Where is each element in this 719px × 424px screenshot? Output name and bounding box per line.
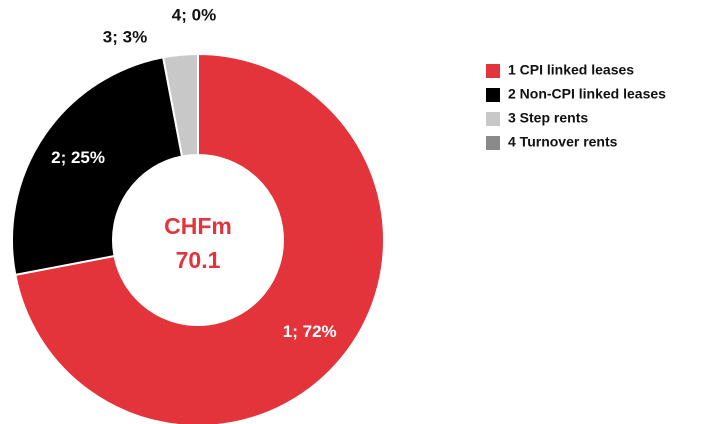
- center-label: CHFm: [164, 213, 232, 239]
- center-value: 70.1: [176, 247, 221, 273]
- value-label: 2; 25%: [51, 148, 105, 167]
- value-label: 1; 72%: [283, 322, 337, 341]
- legend: 1 CPI linked leases 2 Non-CPI linked leas…: [486, 62, 666, 150]
- value-label: 3; 3%: [103, 27, 147, 46]
- legend-label: 4 Turnover rents: [508, 134, 618, 150]
- donut-slice: [14, 52, 385, 424]
- legend-label: 1 CPI linked leases: [508, 62, 634, 78]
- legend-swatch: [486, 136, 500, 150]
- legend-swatch: [486, 88, 500, 102]
- donut-slice: [161, 52, 199, 158]
- legend-swatch: [486, 64, 500, 78]
- donut-slice: [11, 56, 184, 277]
- value-label: 4; 0%: [172, 5, 216, 24]
- legend-swatch: [486, 112, 500, 126]
- legend-label: 2 Non-CPI linked leases: [508, 86, 666, 102]
- legend-label: 3 Step rents: [508, 110, 588, 126]
- donut: [11, 52, 385, 424]
